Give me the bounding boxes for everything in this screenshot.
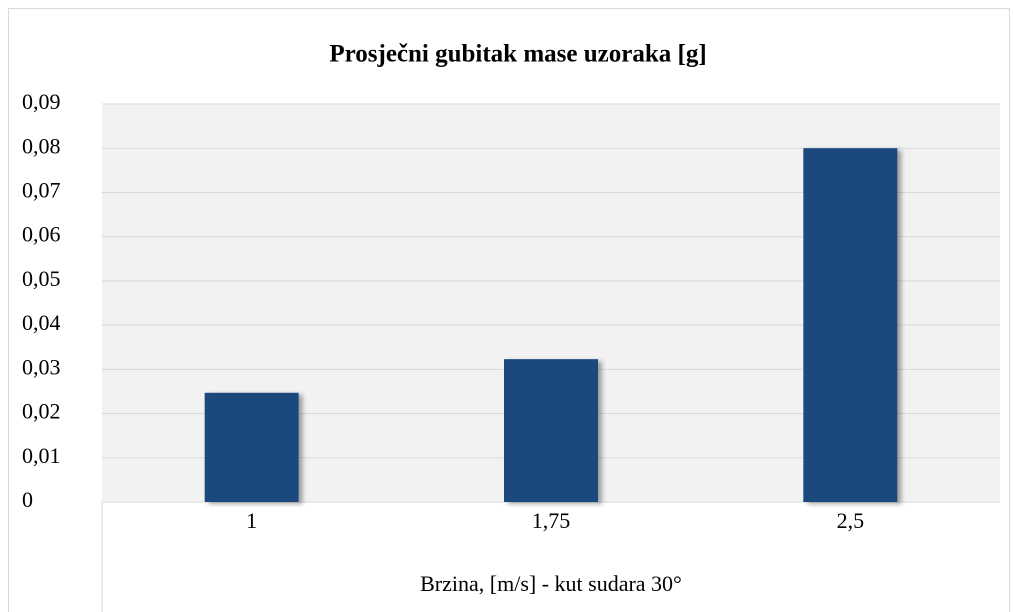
bar: [803, 148, 898, 502]
bar: [204, 392, 299, 502]
y-tick-label: 0,06: [22, 222, 61, 247]
y-tick-label: 0,05: [22, 266, 61, 291]
bar: [504, 359, 598, 502]
y-tick-label: 0: [22, 487, 33, 512]
y-tick-label: 0,07: [22, 177, 61, 202]
y-tick-label: 0,03: [22, 354, 61, 379]
y-tick-label: 0,04: [22, 310, 61, 335]
y-tick-label: 0,02: [22, 399, 61, 424]
y-tick-label: 0,09: [22, 89, 61, 114]
x-axis-label: Brzina, [m/s] - kut sudara 30°: [420, 571, 682, 596]
x-tick-label: 1,75: [532, 508, 571, 533]
x-tick-label: 1: [246, 508, 257, 533]
x-tick-label: 2,5: [837, 508, 865, 533]
y-tick-label: 0,08: [22, 133, 61, 158]
chart-title: Prosječni gubitak mase uzoraka [g]: [329, 41, 706, 68]
y-tick-label: 0,01: [22, 443, 61, 468]
